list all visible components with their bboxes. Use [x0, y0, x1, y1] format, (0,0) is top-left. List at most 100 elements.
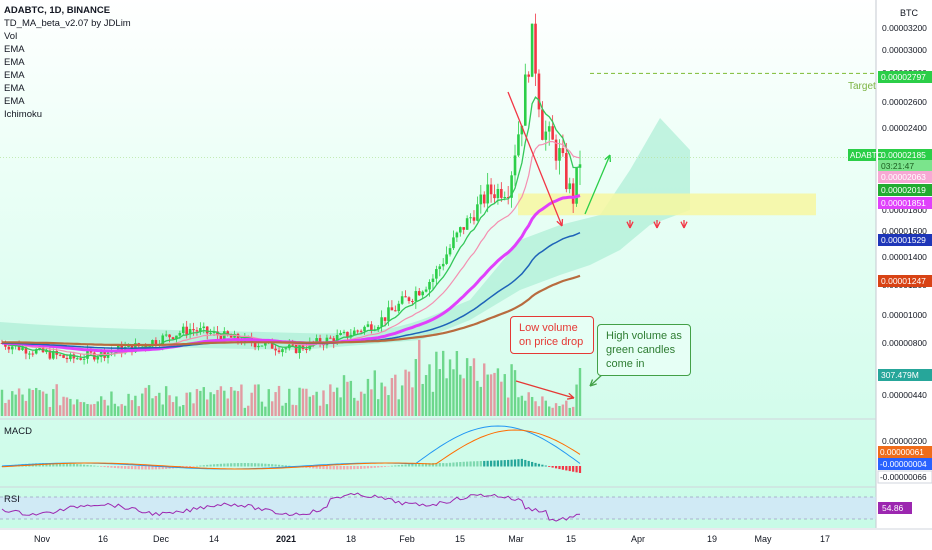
- volume-bar: [216, 389, 219, 416]
- candle-body: [48, 350, 52, 359]
- volume-bar: [192, 403, 195, 416]
- time-tick-label: Mar: [508, 534, 524, 544]
- volume-bar: [554, 403, 558, 416]
- candle: [10, 344, 14, 355]
- candle-body: [534, 23, 537, 74]
- macd-bar: [195, 465, 199, 467]
- candle: [342, 329, 346, 335]
- candle-body: [195, 330, 199, 332]
- volume-bar: [431, 391, 435, 416]
- macd-tag-label: -0.00000004: [880, 459, 927, 469]
- candle-body: [376, 326, 380, 330]
- macd-label[interactable]: MACD: [4, 426, 32, 437]
- volume-bar: [356, 400, 359, 416]
- candle-body: [28, 353, 31, 355]
- macd-bar: [414, 463, 417, 467]
- volume-bar: [110, 391, 113, 416]
- indicator-label[interactable]: EMA: [4, 83, 25, 94]
- candle: [565, 142, 568, 193]
- candle-body: [462, 227, 466, 230]
- volume-bar: [294, 405, 298, 416]
- volume-bar: [459, 374, 462, 416]
- macd-bar: [93, 465, 96, 467]
- price-tick-label: 0.00000440: [882, 390, 927, 400]
- candle-body: [493, 194, 496, 199]
- candle-body: [332, 338, 336, 343]
- volume-bar: [377, 399, 380, 416]
- volume-bar: [325, 404, 329, 416]
- volume-bar: [7, 399, 11, 416]
- volume-bar: [400, 385, 404, 416]
- indicator-label[interactable]: TD_MA_beta_v2.07 by JDLim: [4, 18, 131, 29]
- candle-body: [17, 344, 21, 350]
- macd-bar: [531, 461, 534, 467]
- macd-bar: [130, 466, 134, 470]
- price-tag-label: 0.00002063: [881, 172, 926, 182]
- volume-bar: [28, 388, 31, 416]
- macd-bar: [274, 464, 277, 467]
- macd-bar: [281, 465, 284, 467]
- candle-body: [482, 194, 486, 204]
- indicator-label[interactable]: Ichimoku: [4, 109, 43, 120]
- candle: [168, 334, 171, 343]
- volume-bar: [418, 339, 421, 416]
- volume-bar: [441, 350, 445, 416]
- candle-body: [441, 263, 445, 267]
- candle-body: [356, 330, 359, 332]
- volume-bar: [79, 401, 82, 416]
- candle: [199, 322, 202, 335]
- candle-body: [428, 281, 431, 290]
- macd-bar: [134, 466, 137, 470]
- candle: [417, 287, 421, 296]
- macd-tag-label: -0.00000066: [880, 472, 927, 482]
- volume-bar: [274, 392, 277, 416]
- candle-body: [253, 342, 257, 348]
- candle-body: [571, 183, 575, 204]
- macd-bar: [548, 466, 551, 467]
- macd-bar: [387, 466, 390, 467]
- macd-bar: [110, 466, 113, 468]
- indicator-label[interactable]: EMA: [4, 57, 25, 68]
- indicator-label[interactable]: EMA: [4, 70, 25, 81]
- volume-bar: [55, 384, 58, 416]
- macd-bar: [216, 464, 219, 467]
- volume-bar: [305, 388, 308, 416]
- candle-body: [4, 343, 7, 347]
- candle: [554, 134, 558, 170]
- indicator-label[interactable]: EMA: [4, 44, 25, 55]
- macd-bar: [315, 466, 318, 469]
- candle-body: [510, 175, 513, 198]
- candle: [458, 226, 462, 237]
- volume-bar: [513, 370, 517, 416]
- macd-bar: [79, 464, 82, 467]
- volume-bar: [486, 374, 489, 416]
- indicator-label[interactable]: Vol: [4, 31, 18, 42]
- volume-bar: [339, 397, 342, 416]
- rsi-label[interactable]: RSI: [4, 494, 20, 505]
- candle-body: [489, 184, 493, 195]
- volume-bar: [476, 380, 479, 416]
- volume-bar: [404, 369, 407, 416]
- candle-body: [551, 126, 554, 140]
- symbol-title[interactable]: ADABTC, 1D, BINANCE: [4, 5, 111, 16]
- macd-tag-bg: [878, 446, 932, 458]
- volume-bar: [469, 366, 472, 416]
- ichimoku-cloud: [0, 118, 690, 350]
- candle-body: [216, 331, 219, 336]
- macd-bar: [185, 466, 188, 468]
- macd-bar: [510, 459, 513, 467]
- volume-bar: [130, 400, 134, 416]
- candle-body: [229, 335, 233, 338]
- volume-bar: [58, 405, 62, 416]
- time-tick-label: 14: [209, 534, 219, 544]
- volume-bar: [380, 382, 383, 416]
- candle-body: [335, 334, 339, 343]
- volume-bar: [206, 399, 209, 416]
- indicator-label[interactable]: EMA: [4, 96, 25, 107]
- candle: [205, 326, 209, 340]
- macd-bar: [103, 466, 106, 468]
- macd-bar: [72, 463, 75, 467]
- candle: [537, 69, 541, 118]
- macd-bar: [575, 466, 578, 473]
